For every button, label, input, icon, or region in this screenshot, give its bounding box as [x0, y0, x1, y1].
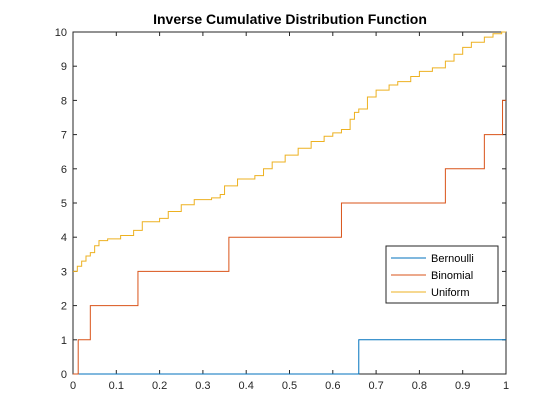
y-tick-label: 8 — [61, 95, 67, 107]
y-tick-label: 6 — [61, 164, 67, 176]
x-tick-label: 0.4 — [239, 380, 254, 392]
y-tick-label: 0 — [61, 369, 67, 381]
legend: Bernoulli Binomial Uniform — [385, 245, 499, 304]
legend-label: Binomial — [431, 270, 473, 282]
y-tick-label: 3 — [61, 266, 67, 278]
y-tick-label: 7 — [61, 130, 67, 142]
x-tick-label: 0 — [70, 380, 76, 392]
plot-series — [73, 31, 506, 375]
legend-label: Bernoulli — [431, 253, 474, 265]
x-tick-label: 0.9 — [455, 380, 470, 392]
x-tick-label: 0.3 — [195, 380, 210, 392]
x-tick-label: 0.6 — [325, 380, 340, 392]
y-tick-label: 2 — [61, 301, 67, 313]
chart-title: Inverse Cumulative Distribution Function — [153, 11, 427, 27]
y-tick-label: 4 — [61, 232, 67, 244]
x-tick-label: 0.2 — [152, 380, 167, 392]
x-tick-label: 0.7 — [368, 380, 383, 392]
x-tick-label: 0.1 — [109, 380, 124, 392]
y-tick-label: 1 — [61, 335, 67, 347]
x-tick-label: 0.8 — [412, 380, 427, 392]
y-tick-label: 5 — [61, 198, 67, 210]
axes: 0 0.1 0.2 0.3 0.4 0.5 0.6 0.7 0.8 0.9 101234567891… — [55, 27, 509, 392]
series-line-binomial — [73, 99, 506, 375]
y-tick-label: 10 — [55, 27, 67, 39]
x-tick-label: 1 — [503, 380, 509, 392]
y-tick-label: 9 — [61, 61, 67, 73]
series-line-uniform — [73, 31, 506, 272]
x-tick-label: 0.5 — [282, 380, 297, 392]
legend-label: Uniform — [431, 287, 470, 299]
series-line-bernoulli — [73, 339, 506, 375]
